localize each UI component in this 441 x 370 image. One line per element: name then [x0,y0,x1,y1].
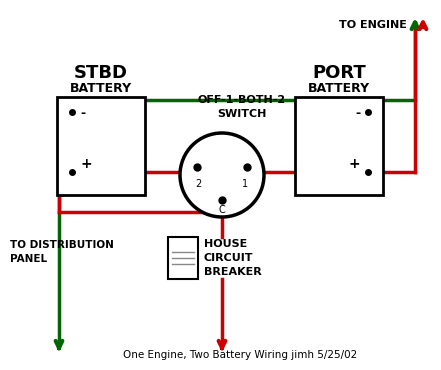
Text: C: C [219,205,225,215]
Text: -: - [80,108,85,121]
Bar [295,97,383,195]
Text: TO ENGINE: TO ENGINE [339,20,407,30]
Text: STBD: STBD [74,64,128,82]
Circle shape [180,133,264,217]
Text: +: + [80,157,92,171]
Text: TO DISTRIBUTION: TO DISTRIBUTION [10,240,114,250]
Text: 2: 2 [196,179,202,189]
Text: 1: 1 [242,179,248,189]
Text: BATTERY: BATTERY [308,82,370,95]
Text: PORT: PORT [312,64,366,82]
Text: +: + [348,157,360,171]
Text: PANEL: PANEL [10,254,47,264]
Text: BREAKER: BREAKER [204,267,262,277]
Text: -: - [355,108,360,121]
Text: CIRCUIT: CIRCUIT [204,253,254,263]
Text: SWITCH: SWITCH [217,109,267,119]
Text: One Engine, Two Battery Wiring jimh 5/25/02: One Engine, Two Battery Wiring jimh 5/25… [123,350,358,360]
Bar [57,97,145,195]
Text: HOUSE: HOUSE [204,239,247,249]
Bar [168,237,198,279]
Text: BATTERY: BATTERY [70,82,132,95]
Text: OFF-1-BOTH-2: OFF-1-BOTH-2 [198,95,286,105]
